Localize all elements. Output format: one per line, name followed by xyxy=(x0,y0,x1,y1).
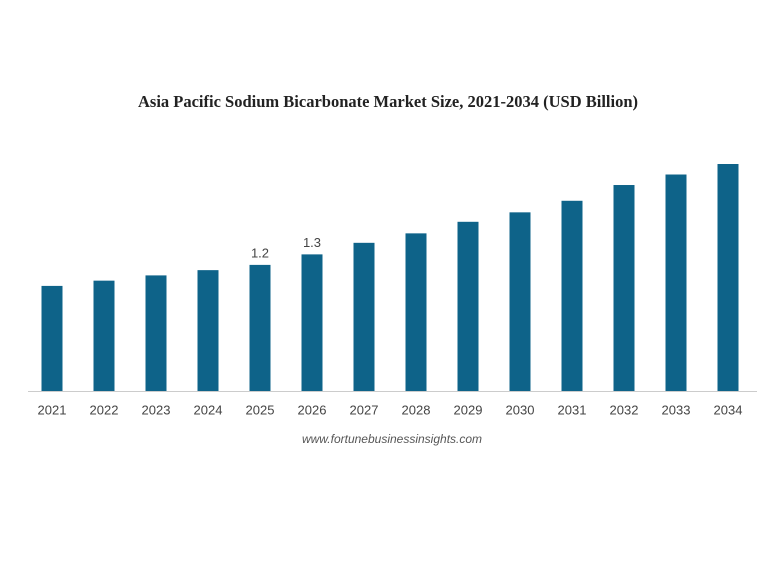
bar xyxy=(353,242,375,391)
bar xyxy=(457,221,479,391)
x-tick-label: 2026 xyxy=(298,402,327,417)
bar xyxy=(197,270,219,391)
x-tick-label: 2029 xyxy=(454,402,483,417)
x-tick-label: 2028 xyxy=(402,402,431,417)
bar xyxy=(665,174,687,391)
bar xyxy=(93,280,115,391)
bar xyxy=(145,275,167,391)
bar xyxy=(717,164,739,391)
x-tick-label: 2022 xyxy=(90,402,119,417)
x-tick-label: 2027 xyxy=(350,402,379,417)
bar xyxy=(405,233,427,391)
x-tick-label: 2030 xyxy=(506,402,535,417)
value-label: 1.2 xyxy=(251,245,269,260)
x-tick-label: 2031 xyxy=(558,402,587,417)
x-tick-label: 2033 xyxy=(662,402,691,417)
value-label: 1.3 xyxy=(303,235,321,250)
chart-title: Asia Pacific Sodium Bicarbonate Market S… xyxy=(138,92,638,111)
x-tick-label: 2034 xyxy=(714,402,743,417)
x-tick-label: 2021 xyxy=(38,402,67,417)
x-tick-label: 2024 xyxy=(194,402,223,417)
bar xyxy=(613,185,635,391)
x-tick-label: 2023 xyxy=(142,402,171,417)
x-tick-label: 2025 xyxy=(246,402,275,417)
bar xyxy=(249,264,271,391)
source: www.fortunebusinessinsights.com xyxy=(302,432,482,446)
bar xyxy=(301,254,323,391)
bar xyxy=(41,285,63,391)
bar xyxy=(561,200,583,391)
bar xyxy=(509,212,531,391)
x-tick-label: 2032 xyxy=(610,402,639,417)
